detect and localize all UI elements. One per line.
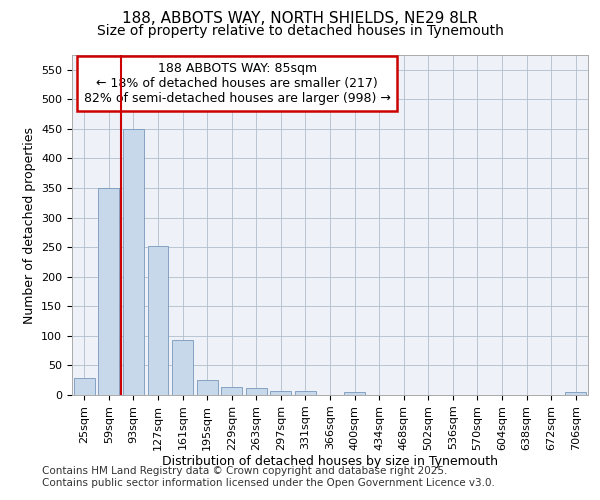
Bar (148, 246, 169, 395)
X-axis label: Distribution of detached houses by size in Tynemouth: Distribution of detached houses by size … (162, 456, 498, 468)
Y-axis label: Number of detached properties: Number of detached properties (23, 126, 35, 324)
Text: 188 ABBOTS WAY: 85sqm
← 18% of detached houses are smaller (217)
82% of semi-det: 188 ABBOTS WAY: 85sqm ← 18% of detached … (83, 62, 391, 105)
Bar (221, 386, 242, 395)
Bar (197, 380, 218, 395)
Bar (123, 129, 144, 395)
Bar (172, 340, 193, 395)
Bar (295, 392, 316, 395)
Text: Contains HM Land Registry data © Crown copyright and database right 2025.
Contai: Contains HM Land Registry data © Crown c… (42, 466, 495, 487)
Bar (246, 388, 267, 395)
Text: Size of property relative to detached houses in Tynemouth: Size of property relative to detached ho… (97, 24, 503, 38)
Text: 188, ABBOTS WAY, NORTH SHIELDS, NE29 8LR: 188, ABBOTS WAY, NORTH SHIELDS, NE29 8LR (122, 11, 478, 26)
Bar (271, 392, 292, 395)
Bar (344, 392, 365, 395)
Bar (565, 392, 586, 395)
Bar (74, 378, 95, 395)
Bar (98, 188, 119, 395)
